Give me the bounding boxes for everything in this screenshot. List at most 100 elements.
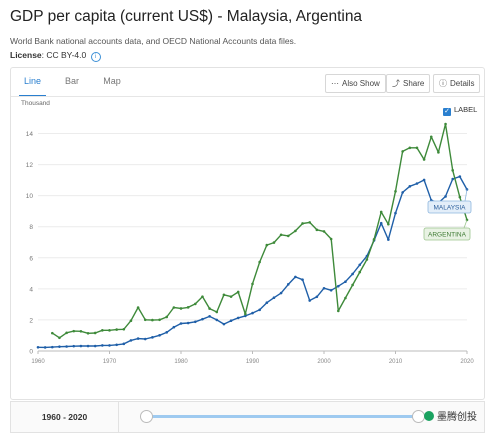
argentina-data-point	[115, 328, 118, 331]
argentina-data-point	[108, 329, 111, 332]
units-label: Thousand	[21, 100, 50, 107]
malaysia-data-point	[322, 286, 326, 290]
argentina-data-point	[208, 307, 211, 310]
malaysia-data-point	[244, 314, 247, 318]
argentina-data-point	[286, 234, 290, 238]
y-tick-label: 4	[29, 286, 33, 293]
argentina-data-point	[186, 306, 190, 309]
argentina-data-point	[322, 230, 326, 233]
malaysia-data-point	[286, 283, 290, 286]
wechat-icon	[424, 411, 434, 421]
argentina-series-leader	[463, 219, 468, 229]
malaysia-data-point	[122, 342, 126, 346]
argentina-data-point	[415, 146, 419, 150]
malaysia-data-point	[172, 325, 176, 329]
malaysia-data-point	[43, 346, 47, 349]
malaysia-data-point	[229, 319, 233, 323]
malaysia-data-point	[251, 311, 254, 315]
malaysia-series-label: MALAYSIA	[433, 205, 466, 212]
malaysia-data-point	[415, 182, 419, 185]
argentina-data-point	[222, 293, 226, 297]
share-button[interactable]: ⤴ Share	[386, 74, 431, 93]
tab-divider	[11, 96, 484, 97]
argentina-data-point	[308, 221, 312, 224]
argentina-data-point	[265, 243, 269, 247]
argentina-data-point	[337, 309, 340, 313]
malaysia-data-point	[279, 291, 283, 295]
argentina-series-line	[51, 123, 468, 339]
also-show-button[interactable]: ⋯ Also Show	[325, 74, 386, 93]
malaysia-data-point	[129, 339, 133, 342]
malaysia-data-point	[201, 317, 204, 321]
malaysia-data-point	[101, 344, 104, 347]
argentina-data-point	[151, 318, 154, 322]
malaysia-data-point	[315, 295, 319, 299]
malaysia-data-point	[451, 177, 455, 181]
malaysia-data-point	[258, 308, 261, 312]
argentina-data-point	[437, 151, 440, 154]
argentina-data-point	[136, 306, 140, 309]
argentina-data-point	[86, 331, 90, 335]
info-icon: ⓘ	[439, 79, 447, 88]
info-icon[interactable]: i	[90, 52, 101, 62]
details-button[interactable]: ⓘ Details	[433, 74, 481, 93]
x-tick-label: 1990	[246, 359, 260, 365]
details-label: Details	[450, 79, 475, 88]
x-tick-label: 1970	[103, 359, 117, 365]
license-label: License	[10, 50, 42, 60]
argentina-data-point	[258, 260, 261, 264]
label-toggle-text: LABEL	[454, 105, 478, 114]
malaysia-data-point	[186, 321, 190, 325]
x-tick-label: 2020	[460, 359, 474, 365]
y-tick-label: 8	[29, 224, 33, 231]
malaysia-series-leader	[464, 189, 468, 202]
argentina-data-point	[236, 290, 240, 294]
argentina-data-point	[344, 296, 347, 300]
range-slider-track[interactable]	[143, 415, 419, 418]
range-bar: 1960 - 2020	[10, 401, 485, 433]
malaysia-data-point	[358, 263, 362, 267]
argentina-data-point	[65, 331, 68, 335]
tab-map[interactable]: Map	[103, 76, 121, 86]
malaysia-data-point	[194, 320, 197, 324]
malaysia-data-point	[215, 318, 219, 322]
argentina-data-point	[244, 312, 247, 316]
argentina-data-point	[408, 146, 412, 150]
argentina-data-point	[422, 158, 426, 161]
malaysia-data-point	[337, 284, 340, 288]
argentina-data-point	[387, 222, 390, 226]
argentina-data-point	[458, 195, 462, 199]
source-note: World Bank national accounts data, and O…	[10, 36, 297, 46]
range-start-handle[interactable]	[140, 410, 153, 423]
malaysia-series-line	[37, 175, 468, 349]
malaysia-data-point	[136, 337, 140, 340]
argentina-data-point	[58, 336, 61, 340]
argentina-data-point	[279, 233, 283, 237]
share-icon: ⤴	[392, 79, 400, 88]
year-range-label: 1960 - 2020	[11, 402, 119, 432]
page-title: GDP per capita (current US$) - Malaysia,…	[10, 8, 363, 25]
tab-bar[interactable]: Bar	[64, 76, 79, 86]
malaysia-data-point	[408, 185, 412, 188]
argentina-data-point	[179, 307, 183, 310]
malaysia-data-point	[158, 334, 161, 337]
malaysia-data-point	[165, 331, 168, 334]
checkbox-checked-icon[interactable]: ✓	[443, 108, 451, 116]
argentina-data-point	[229, 295, 233, 298]
malaysia-data-point	[65, 345, 68, 348]
malaysia-data-point	[394, 211, 397, 215]
label-toggle[interactable]: ✓ LABEL	[443, 105, 477, 116]
x-tick-label: 2010	[389, 359, 403, 365]
malaysia-data-point	[79, 344, 83, 348]
malaysia-data-point	[108, 344, 111, 347]
argentina-data-point	[215, 310, 219, 314]
argentina-data-point	[294, 229, 297, 233]
argentina-data-point	[172, 306, 176, 309]
argentina-data-point	[194, 302, 197, 306]
y-tick-label: 14	[26, 131, 34, 138]
y-tick-label: 12	[26, 162, 34, 169]
argentina-data-point	[251, 282, 254, 286]
malaysia-data-point	[379, 221, 383, 225]
chart-panel: Line Bar Map ⋯ Also Show ⤴ Share ⓘ Details	[10, 67, 485, 400]
malaysia-series-box	[427, 200, 472, 214]
